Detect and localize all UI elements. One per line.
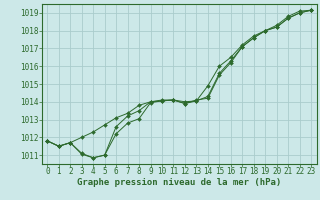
X-axis label: Graphe pression niveau de la mer (hPa): Graphe pression niveau de la mer (hPa) (77, 178, 281, 187)
